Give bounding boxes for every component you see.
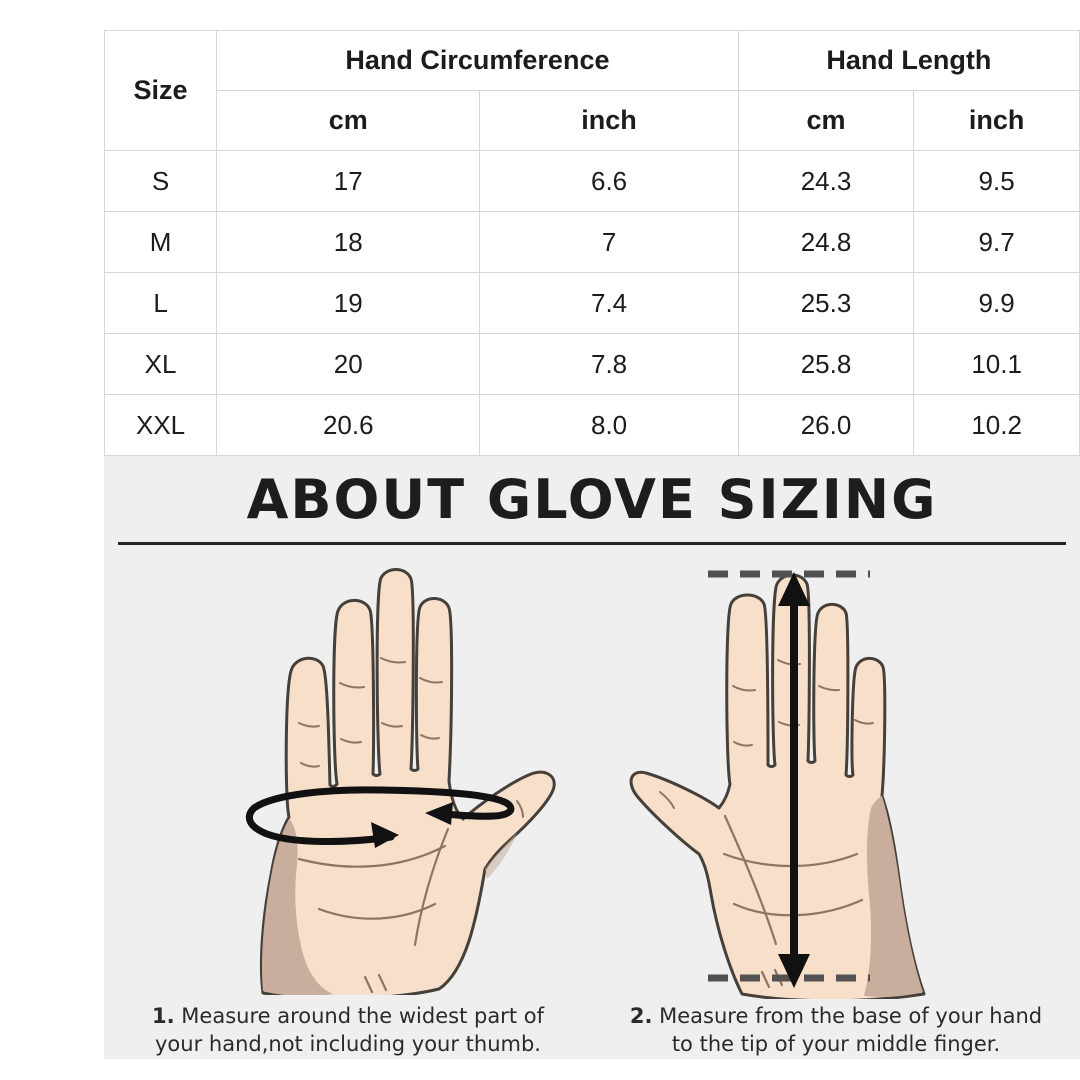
panel-title: ABOUT GLOVE SIZING	[246, 468, 938, 531]
cell-len-inch: 10.1	[913, 333, 1080, 395]
cell-circ-cm: 20	[216, 333, 481, 395]
cell-len-cm: 25.3	[737, 272, 915, 334]
glove-size-table: Size Hand Circumference Hand Length cm i…	[103, 30, 1080, 456]
cell-circ-inch: 7	[479, 211, 739, 273]
cell-circ-inch: 8.0	[479, 394, 739, 456]
size-chart-sheet: Size Hand Circumference Hand Length cm i…	[52, 30, 1080, 1059]
header-length-inch: inch	[913, 90, 1080, 151]
cell-size: XXL	[103, 394, 218, 456]
caption-line1: Measure around the widest part of	[181, 1004, 544, 1028]
dashed-measure-lines	[708, 570, 870, 982]
hand-circumference-illustration	[245, 568, 556, 995]
hand-shadow	[262, 819, 333, 995]
cell-len-cm: 25.8	[737, 333, 915, 395]
cell-len-inch: 9.9	[913, 272, 1080, 334]
cell-circ-cm: 20.6	[216, 394, 481, 456]
palm-lines	[297, 827, 450, 994]
cell-size: L	[103, 272, 218, 334]
cell-circ-cm: 19	[216, 272, 481, 334]
header-circumference-cm: cm	[216, 90, 481, 151]
title-divider	[118, 542, 1066, 545]
table-row-l: L 19 7.4 25.3 9.9	[103, 272, 1080, 334]
hand-illustrations	[104, 561, 1080, 999]
caption-line2: your hand,not including your thumb.	[155, 1031, 541, 1056]
finger-creases	[659, 659, 874, 809]
header-size: Size	[103, 30, 218, 151]
table-header-row-groups: Size Hand Circumference Hand Length	[103, 30, 1080, 151]
table-row-s: S 17 6.6 24.3 9.5	[103, 150, 1080, 212]
caption-line1: Measure from the base of your hand	[659, 1004, 1043, 1028]
circumference-arrow-icon	[245, 786, 515, 848]
caption-length: 2. Measure from the base of your hand to…	[592, 1003, 1080, 1058]
cell-len-inch: 9.5	[913, 150, 1080, 212]
cell-circ-inch: 6.6	[479, 150, 739, 212]
table-row-xl: XL 20 7.8 25.8 10.1	[103, 333, 1080, 395]
cell-circ-inch: 7.8	[479, 333, 739, 395]
cell-len-cm: 24.8	[737, 211, 915, 273]
table-row-m: M 18 7 24.8 9.7	[103, 211, 1080, 273]
cell-size: S	[103, 150, 218, 212]
header-hand-length: Hand Length	[737, 30, 1080, 91]
caption-circumference: 1. Measure around the widest part of you…	[104, 1003, 592, 1058]
about-glove-sizing-panel: ABOUT GLOVE SIZING	[104, 456, 1080, 1059]
hand-length-illustration	[629, 570, 926, 999]
length-arrow-icon	[778, 572, 810, 988]
cell-len-cm: 24.3	[737, 150, 915, 212]
table-row-xxl: XXL 20.6 8.0 26.0 10.2	[103, 394, 1080, 456]
cell-len-inch: 9.7	[913, 211, 1080, 273]
cell-circ-inch: 7.4	[479, 272, 739, 334]
hand-silhouette	[629, 573, 926, 999]
cell-size: M	[103, 211, 218, 273]
instruction-captions: 1. Measure around the widest part of you…	[104, 1003, 1080, 1058]
thumb-base-shadow	[485, 833, 517, 879]
finger-creases	[298, 657, 524, 818]
cell-size: XL	[103, 333, 218, 395]
header-hand-circumference: Hand Circumference	[216, 30, 739, 91]
cell-circ-cm: 17	[216, 150, 481, 212]
cell-circ-cm: 18	[216, 211, 481, 273]
hand-shadow	[864, 796, 923, 997]
hand-silhouette	[259, 568, 556, 995]
table-header-row-units: cm inch cm inch	[105, 90, 1080, 151]
caption-number: 2.	[629, 1004, 653, 1028]
cell-len-cm: 26.0	[737, 394, 915, 456]
caption-number: 1.	[152, 1004, 175, 1028]
header-circumference-inch: inch	[479, 90, 739, 151]
caption-line2: to the tip of your middle finger.	[671, 1031, 1001, 1056]
cell-len-inch: 10.2	[913, 394, 1080, 456]
header-length-cm: cm	[737, 90, 915, 151]
